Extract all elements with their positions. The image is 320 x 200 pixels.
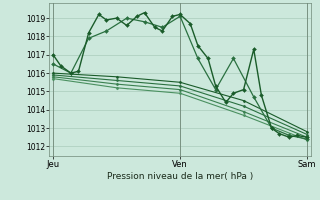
X-axis label: Pression niveau de la mer( hPa ): Pression niveau de la mer( hPa ): [107, 172, 253, 181]
